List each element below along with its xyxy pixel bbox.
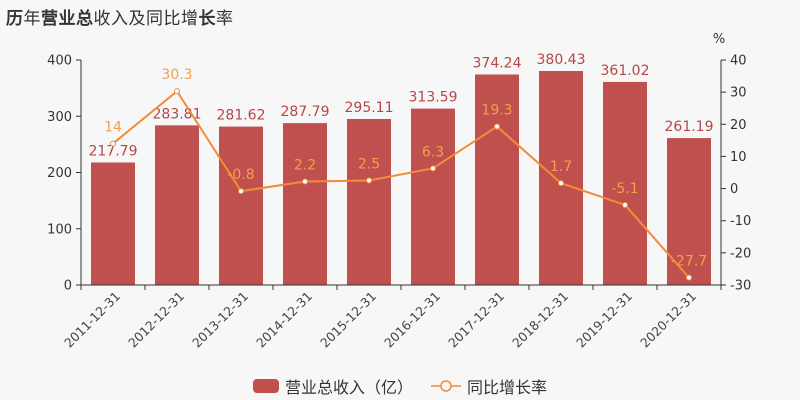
chart-title: 历年营业总收入及同比增长率: [6, 9, 234, 29]
revenue-bar-label: 361.02: [601, 63, 650, 79]
right-tick-label: 10: [730, 150, 747, 165]
x-tick-label: 2019-12-31: [573, 289, 635, 351]
revenue-bar-label: 261.19: [665, 119, 714, 135]
chart-plot: 0 100 200 300 400 -30 -20 -10 0 10 20 30 40% 217.79 28…: [47, 32, 751, 351]
growth-point: [366, 177, 372, 184]
revenue-bar-label: 283.81: [153, 106, 202, 122]
growth-point-label: 2.5: [358, 157, 380, 173]
growth-point: [686, 274, 692, 281]
left-tick-label: 200: [47, 166, 72, 181]
revenue-bar: [283, 123, 327, 285]
revenue-bar: [91, 162, 135, 285]
growth-point: [174, 88, 180, 95]
legend-label-growth: 同比增长率: [467, 378, 548, 397]
x-tick-label: 2016-12-31: [381, 289, 443, 351]
x-tick-label: 2017-12-31: [445, 289, 507, 351]
revenue-bar-label: 281.62: [217, 108, 266, 124]
line-swatch-icon: [431, 380, 461, 392]
revenue-bar-label: 295.11: [345, 100, 394, 116]
right-axis-unit: %: [713, 32, 725, 47]
growth-point: [494, 123, 500, 130]
right-tick-label: -30: [730, 279, 751, 294]
revenue-bar-label: 380.43: [537, 52, 586, 68]
right-tick-label: -20: [730, 246, 751, 261]
growth-point-label: 14: [104, 120, 122, 136]
growth-point: [302, 178, 308, 185]
left-tick-label: 0: [64, 279, 72, 294]
left-tick-label: 300: [47, 110, 72, 125]
growth-point: [110, 140, 116, 147]
revenue-bar: [603, 81, 647, 286]
growth-point-label: 2.2: [294, 158, 316, 174]
growth-point: [238, 188, 244, 195]
revenue-bar: [155, 125, 199, 285]
legend: 营业总收入（亿） 同比增长率: [0, 374, 800, 398]
right-tick-label: 30: [730, 86, 747, 101]
revenue-bar-label: 287.79: [281, 104, 330, 120]
right-tick-label: 40: [730, 54, 747, 69]
revenue-bar: [219, 126, 263, 286]
revenue-bar-label: 313.59: [409, 90, 458, 106]
x-tick-label: 2013-12-31: [189, 289, 251, 351]
growth-point-label: 30.3: [161, 67, 192, 83]
revenue-bar: [347, 119, 391, 285]
growth-point-label: 1.7: [550, 159, 572, 175]
growth-point: [622, 201, 628, 208]
x-tick-label: 2020-12-31: [637, 289, 699, 351]
right-tick-label: 20: [730, 118, 747, 133]
growth-point-label: -5.1: [611, 181, 638, 197]
legend-item-growth[interactable]: 同比增长率: [431, 374, 547, 398]
growth-point-label: 19.3: [481, 103, 512, 119]
growth-point: [558, 180, 564, 187]
revenue-bar-label: 217.79: [89, 143, 138, 159]
legend-item-revenue[interactable]: 营业总收入（亿）: [252, 374, 413, 398]
growth-point-label: 6.3: [422, 144, 444, 160]
growth-line: [112, 89, 690, 279]
x-tick-label: 2018-12-31: [509, 289, 571, 351]
x-tick-label: 2011-12-31: [61, 289, 123, 351]
x-tick-label: 2012-12-31: [125, 289, 187, 351]
revenue-bar: [539, 71, 583, 286]
left-tick-label: 400: [47, 54, 72, 69]
growth-point-label: -0.8: [227, 167, 254, 183]
revenue-bar-label: 374.24: [473, 55, 522, 71]
x-tick-label: 2015-12-31: [317, 289, 379, 351]
bar-swatch-icon: [252, 379, 279, 393]
left-tick-label: 100: [47, 222, 72, 237]
revenue-bar: [411, 108, 455, 285]
x-tick-label: 2014-12-31: [253, 289, 315, 351]
right-tick-label: 0: [730, 182, 738, 197]
revenue-bar: [475, 74, 519, 286]
growth-point-label: -27.7: [671, 254, 707, 270]
right-tick-label: -10: [730, 214, 751, 229]
growth-point: [430, 165, 436, 172]
legend-label-revenue: 营业总收入（亿）: [284, 378, 413, 397]
